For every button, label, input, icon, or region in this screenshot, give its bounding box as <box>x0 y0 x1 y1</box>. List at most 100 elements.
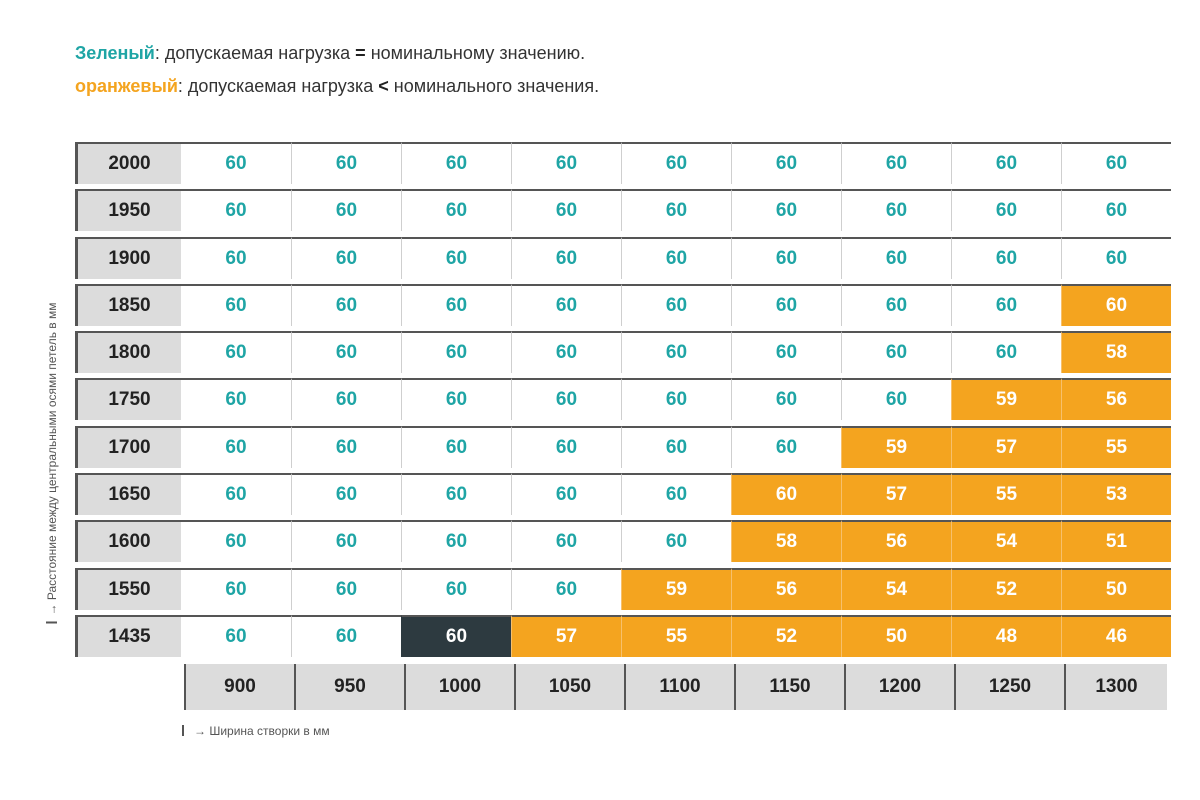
load-cell: 60 <box>401 378 511 421</box>
load-cell: 60 <box>291 567 401 610</box>
table-row: 1950 60 60 60 60 60 60 60 60 60 <box>75 189 1176 232</box>
row-header: 2000 <box>75 142 181 184</box>
load-cell: 57 <box>511 614 621 657</box>
column-header: 950 <box>294 664 404 710</box>
load-cell: 52 <box>951 567 1061 610</box>
x-axis-label: → Ширина створки в мм <box>182 724 330 738</box>
load-cell: 60 <box>731 142 841 184</box>
load-cell: 60 <box>511 283 621 326</box>
row-header: 1850 <box>75 283 181 326</box>
table-row: 1550 60 60 60 60 59 56 54 52 50 <box>75 567 1176 610</box>
column-header: 1000 <box>404 664 514 710</box>
load-cell: 60 <box>621 378 731 421</box>
load-cell: 59 <box>621 567 731 610</box>
load-cell: 60 <box>951 189 1061 232</box>
legend-orange-operator: < <box>378 76 389 96</box>
load-cell: 59 <box>841 425 951 468</box>
x-axis-marker <box>182 725 184 736</box>
y-axis-label: → Расстояние между центральными осями пе… <box>45 303 59 624</box>
row-values: 60 60 60 60 60 60 60 59 56 <box>181 378 1173 421</box>
table-row: 1750 60 60 60 60 60 60 60 59 56 <box>75 378 1176 421</box>
row-values: 60 60 60 60 60 58 56 54 51 <box>181 520 1173 563</box>
load-cell: 60 <box>731 378 841 421</box>
y-axis-marker <box>46 621 57 624</box>
load-cell: 60 <box>401 189 511 232</box>
load-cell: 60 <box>181 331 291 374</box>
load-cell: 54 <box>951 520 1061 563</box>
load-cell: 60 <box>621 473 731 516</box>
load-cell: 60 <box>181 236 291 279</box>
load-cell: 46 <box>1061 614 1171 657</box>
load-cell: 60 <box>731 236 841 279</box>
legend-orange-rest: номинального значения. <box>388 76 600 96</box>
row-values: 60 60 60 60 59 56 54 52 50 <box>181 567 1173 610</box>
load-cell: 55 <box>951 473 1061 516</box>
row-values: 60 60 60 60 60 60 60 60 60 <box>181 189 1173 232</box>
load-cell: 60 <box>181 283 291 326</box>
load-cell: 60 <box>511 189 621 232</box>
load-cell: 60 <box>841 331 951 374</box>
load-cell: 60 <box>181 189 291 232</box>
row-values: 60 60 60 60 60 60 60 60 60 <box>181 142 1173 184</box>
row-header: 1700 <box>75 425 181 468</box>
column-header: 900 <box>184 664 294 710</box>
load-table: 2000 60 60 60 60 60 60 60 60 60 1950 60 60 60 60 60 60 60… <box>75 142 1176 657</box>
load-cell: 60 <box>401 425 511 468</box>
load-cell: 60 <box>951 331 1061 374</box>
load-cell: 50 <box>1061 567 1171 610</box>
load-cell: 51 <box>1061 520 1171 563</box>
load-cell: 60 <box>841 283 951 326</box>
load-cell: 60 <box>1061 189 1171 232</box>
load-cell: 60 <box>841 378 951 421</box>
load-cell: 60 <box>1061 283 1171 326</box>
table-row: 1850 60 60 60 60 60 60 60 60 60 <box>75 283 1176 326</box>
load-cell: 60 <box>511 142 621 184</box>
load-cell: 60 <box>181 142 291 184</box>
load-cell: 60 <box>621 283 731 326</box>
load-cell: 60 <box>621 425 731 468</box>
table-row: 1600 60 60 60 60 60 58 56 54 51 <box>75 520 1176 563</box>
row-header: 1600 <box>75 520 181 563</box>
load-cell: 60 <box>291 189 401 232</box>
load-cell: 56 <box>841 520 951 563</box>
load-cell: 60 <box>401 142 511 184</box>
load-cell: 52 <box>731 614 841 657</box>
load-cell: 60 <box>511 331 621 374</box>
load-cell: 60 <box>951 142 1061 184</box>
load-cell: 60 <box>291 473 401 516</box>
row-header: 1650 <box>75 473 181 516</box>
load-cell: 60 <box>401 567 511 610</box>
load-cell: 60 <box>181 473 291 516</box>
load-cell: 60 <box>511 520 621 563</box>
load-cell: 60 <box>621 331 731 374</box>
load-cell: 57 <box>951 425 1061 468</box>
load-cell: 60 <box>951 283 1061 326</box>
load-cell: 60 <box>401 331 511 374</box>
table-row: 1900 60 60 60 60 60 60 60 60 60 <box>75 236 1176 279</box>
column-header: 1050 <box>514 664 624 710</box>
table-row: 1700 60 60 60 60 60 60 59 57 55 <box>75 425 1176 468</box>
legend-green-operator: = <box>355 43 366 63</box>
width-axis: 900 950 1000 1050 1100 1150 1200 1250 1300 <box>184 664 1177 710</box>
column-header: 1150 <box>734 664 844 710</box>
row-values: 60 60 60 60 60 60 60 60 60 <box>181 236 1173 279</box>
load-cell: 57 <box>841 473 951 516</box>
column-header: 1300 <box>1064 664 1167 710</box>
load-cell: 60 <box>401 614 511 657</box>
row-values: 60 60 60 60 60 60 59 57 55 <box>181 425 1173 468</box>
load-cell: 60 <box>621 142 731 184</box>
load-cell: 55 <box>621 614 731 657</box>
load-cell: 60 <box>1061 142 1171 184</box>
load-cell: 60 <box>291 520 401 563</box>
table-row: 2000 60 60 60 60 60 60 60 60 60 <box>75 142 1176 184</box>
load-cell: 60 <box>951 236 1061 279</box>
load-cell: 60 <box>511 236 621 279</box>
load-cell: 60 <box>841 236 951 279</box>
load-cell: 60 <box>731 425 841 468</box>
load-cell: 60 <box>841 189 951 232</box>
load-cell: 60 <box>1061 236 1171 279</box>
load-cell: 60 <box>401 473 511 516</box>
legend-orange-keyword: оранжевый <box>75 76 178 96</box>
load-cell: 60 <box>181 425 291 468</box>
load-cell: 53 <box>1061 473 1171 516</box>
